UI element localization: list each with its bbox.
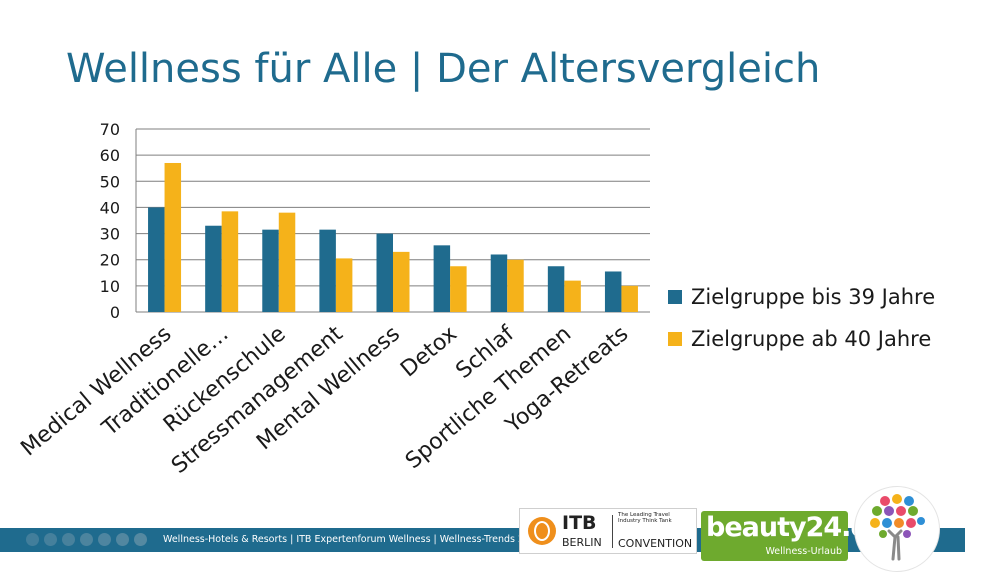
itb-divider <box>612 515 613 548</box>
bar-series-2 <box>221 211 239 312</box>
y-tick-label: 40 <box>100 198 120 217</box>
bar-series-1 <box>376 233 393 312</box>
legend-item-series-2: Zielgruppe ab 40 Jahre <box>668 318 935 360</box>
itb-convention: CONVENTION <box>618 537 693 550</box>
bar-series-1 <box>490 254 508 312</box>
tree-logo-icon <box>854 486 940 572</box>
chart-legend: Zielgruppe bis 39 Jahre Zielgruppe ab 40… <box>668 276 935 360</box>
itb-name: ITB <box>562 512 597 534</box>
bar-series-2 <box>564 280 581 312</box>
bar-series-1 <box>547 266 565 312</box>
legend-label-series-2: Zielgruppe ab 40 Jahre <box>691 327 932 351</box>
y-tick-label: 70 <box>100 120 120 139</box>
bar-series-1 <box>205 225 222 312</box>
y-axis-ticks: 0 10 20 30 40 50 60 70 <box>100 120 120 322</box>
bar-chart: 0 10 20 30 40 50 60 70 Medical WellnessTraditio… <box>16 120 650 479</box>
globe-icon <box>528 517 556 545</box>
itb-city: BERLIN <box>562 536 602 549</box>
footer-dot <box>80 533 93 546</box>
legend-label-series-1: Zielgruppe bis 39 Jahre <box>691 285 936 309</box>
footer-dot <box>62 533 75 546</box>
bar-series-2 <box>393 251 410 312</box>
tree-trunk <box>887 529 903 561</box>
y-tick-label: 0 <box>110 303 120 322</box>
bar-series-2 <box>507 259 524 312</box>
y-tick-label: 10 <box>100 277 120 296</box>
y-tick-label: 50 <box>100 172 120 191</box>
beauty24-logo: beauty24.de Wellness-Urlaub <box>701 511 887 561</box>
footer-text: Wellness-Hotels & Resorts | ITB Experten… <box>163 534 543 545</box>
bar-series-1 <box>319 229 336 312</box>
bar-series-1 <box>433 245 451 312</box>
footer-dots <box>26 533 152 546</box>
tree-dots <box>870 494 925 538</box>
bar-series-1 <box>604 271 622 312</box>
footer-dot <box>98 533 111 546</box>
legend-swatch-series-1 <box>668 290 682 304</box>
footer-dot <box>44 533 57 546</box>
bar-series-2 <box>278 212 296 312</box>
footer-dot <box>116 533 129 546</box>
footer-dot <box>134 533 147 546</box>
y-tick-label: 30 <box>100 225 120 244</box>
x-axis-ticks: Medical WellnessTraditionelle…Rückenschu… <box>16 321 633 479</box>
y-tick-label: 20 <box>100 251 120 270</box>
bar-series-2 <box>164 162 182 312</box>
page-title: Wellness für Alle | Der Altersvergleich <box>66 46 821 92</box>
itb-logo: ITB BERLIN The Leading Travel Industry T… <box>519 508 697 554</box>
bar-series-2 <box>621 285 638 312</box>
bar-series-2 <box>450 266 467 312</box>
beauty24-subtitle: Wellness-Urlaub <box>765 546 842 557</box>
legend-item-series-1: Zielgruppe bis 39 Jahre <box>668 276 935 318</box>
bar-series-2 <box>335 258 353 312</box>
x-tick-label: Detox <box>396 321 462 382</box>
legend-swatch-series-2 <box>668 332 682 346</box>
bar-series-1 <box>262 229 279 312</box>
bar-series-1 <box>148 207 165 312</box>
itb-tagline: The Leading Travel Industry Think Tank <box>618 512 672 524</box>
footer-dot <box>26 533 39 546</box>
bars <box>148 162 638 312</box>
y-tick-label: 60 <box>100 146 120 165</box>
